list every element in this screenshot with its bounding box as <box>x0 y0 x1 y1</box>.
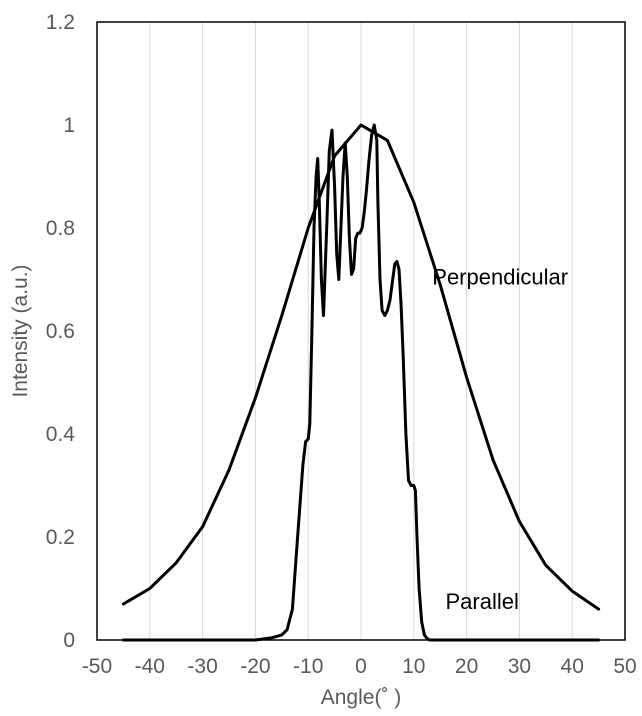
x-tick-label: 10 <box>402 655 425 678</box>
annotations: Perpendicular Parallel <box>432 265 568 614</box>
x-tick-label: 20 <box>455 655 478 678</box>
x-tick-label: 30 <box>508 655 531 678</box>
x-tick-label: 40 <box>561 655 584 678</box>
x-tick-labels: -50 -40 -30 -20 -10 0 10 20 30 40 50 <box>82 655 637 678</box>
x-tick-label: -20 <box>240 655 270 678</box>
y-tick-label: 0.8 <box>46 217 75 240</box>
series-line-2 <box>121 123 601 642</box>
y-tick-label: 0.2 <box>46 526 75 549</box>
x-tick-label: -10 <box>293 655 323 678</box>
series-line-1 <box>121 123 601 611</box>
y-tick-labels: 0 0.2 0.4 0.6 0.8 1 1.2 <box>46 11 76 652</box>
y-tick-label: 1.2 <box>46 11 75 34</box>
x-tick-label: 0 <box>355 655 367 678</box>
annotation-label: Perpendicular <box>432 265 568 290</box>
x-tick-label: 50 <box>613 655 636 678</box>
x-tick-label: -40 <box>135 655 165 678</box>
x-axis-title: Angle(˚ ) <box>321 686 402 709</box>
y-tick-label: 1 <box>63 114 75 137</box>
plot-area <box>96 21 626 641</box>
x-tick-label: -50 <box>82 655 112 678</box>
y-axis-title: Intensity (a.u.) <box>9 264 32 397</box>
y-tick-label: 0.4 <box>46 423 76 446</box>
series-group <box>121 123 601 642</box>
y-tick-label: 0.6 <box>46 320 75 343</box>
gridlines <box>149 22 573 640</box>
y-tick-label: 0 <box>63 629 75 652</box>
x-tick-label: -30 <box>187 655 217 678</box>
annotation-label: Parallel <box>445 589 518 614</box>
